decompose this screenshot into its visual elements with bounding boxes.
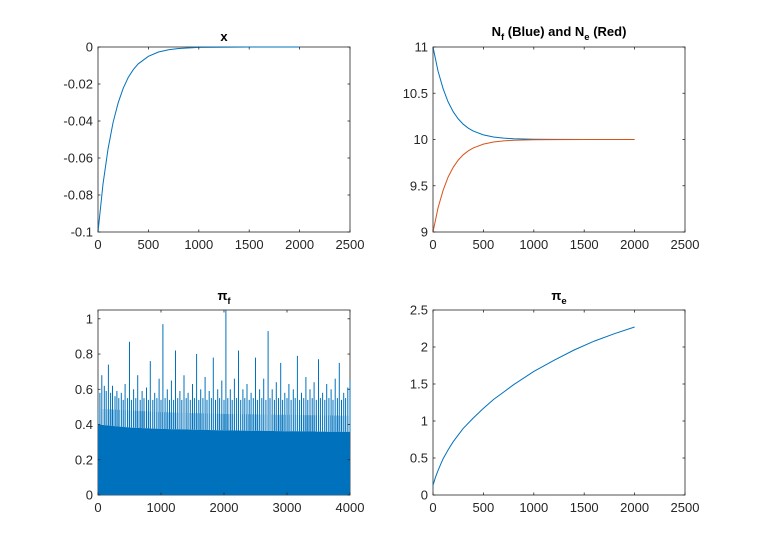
x-tick-label: 4000 <box>336 500 365 515</box>
y-tick-label: 0.8 <box>75 347 93 362</box>
x-tick-label: 500 <box>473 500 495 515</box>
y-tick-label: 0.4 <box>75 417 93 432</box>
plot-area <box>97 46 351 233</box>
x-tick-label: 0 <box>94 237 101 252</box>
x-tick-label: 1500 <box>570 500 599 515</box>
y-tick-label: 0 <box>421 488 428 503</box>
subplot-pi-f: πf 0 1000 2000 3000 4000 0 0.2 0.4 0.6 0.8 1 <box>75 288 365 515</box>
subplot-nf-ne-title: Nf (Blue) and Ne (Red) <box>492 24 627 43</box>
series-line-1 <box>432 139 635 233</box>
title-part: e <box>584 32 589 43</box>
x-tick-label: 500 <box>473 237 495 252</box>
x-tick-label: 1500 <box>570 237 599 252</box>
y-tick-label: 9 <box>421 225 428 240</box>
x-tick-label: 2000 <box>620 237 649 252</box>
y-tick-label: -0.02 <box>63 77 93 92</box>
plot-area <box>432 309 686 496</box>
title-part: (Blue) and N <box>504 24 584 39</box>
title-part: N <box>492 24 501 39</box>
x-tick-label: 1000 <box>184 237 213 252</box>
title-part: e <box>561 296 566 307</box>
series-line-0 <box>432 326 635 486</box>
y-tick-label: 10.5 <box>403 86 428 101</box>
x-tick-label: 0 <box>429 500 436 515</box>
y-tick-label: -0.04 <box>63 114 93 129</box>
y-tick-label: 0.5 <box>410 451 428 466</box>
y-tick-label: 0 <box>86 40 93 55</box>
title-part: (Red) <box>590 24 627 39</box>
x-tick-label: 0 <box>429 237 436 252</box>
y-tick-label: 1 <box>86 311 93 326</box>
x-tick-label: 2000 <box>210 500 239 515</box>
plot-data <box>432 46 635 233</box>
y-tick-label: 2.5 <box>410 303 428 318</box>
subplot-pi-e-title: πe <box>551 288 566 307</box>
y-tick-label: -0.06 <box>63 151 93 166</box>
y-tick-label: 0.2 <box>75 452 93 467</box>
x-tick-label: 2000 <box>285 237 314 252</box>
title-part: f <box>501 32 505 43</box>
x-tick-label: 2500 <box>671 237 700 252</box>
subplot-pi-e: πe 0 500 1000 1500 2000 2500 0 0.5 1 1.5 2 2.5 <box>410 288 700 515</box>
x-tick-label: 1500 <box>235 237 264 252</box>
x-tick-label: 0 <box>94 500 101 515</box>
x-tick-label: 2500 <box>671 500 700 515</box>
subplot-x-title: x <box>220 29 228 44</box>
x-tick-label: 1000 <box>519 500 548 515</box>
x-tick-label: 1000 <box>147 500 176 515</box>
y-tick-label: -0.1 <box>71 225 93 240</box>
y-tick-label: 10 <box>414 132 428 147</box>
subplot-pi-f-title: πf <box>217 288 231 307</box>
series-line-0 <box>97 46 300 233</box>
x-tick-label: 2500 <box>336 237 365 252</box>
subplot-nf-ne: Nf (Blue) and Ne (Red) 0 500 1000 1500 2000 2… <box>403 24 700 252</box>
y-tick-label: 1 <box>421 414 428 429</box>
plot-data <box>432 326 635 486</box>
subplot-x: x 0 500 1000 1500 2000 2500 -0.1 -0.08 -0.06 -0.0… <box>63 29 364 252</box>
y-tick-label: 2 <box>421 340 428 355</box>
x-tick-label: 500 <box>138 237 160 252</box>
x-tick-label: 3000 <box>273 500 302 515</box>
plot-data <box>97 310 351 495</box>
y-tick-label: 0 <box>86 488 93 503</box>
plot-data <box>97 46 300 233</box>
x-tick-label: 2000 <box>620 500 649 515</box>
title-part: f <box>227 296 231 307</box>
y-tick-label: -0.08 <box>63 188 93 203</box>
y-tick-label: 11 <box>415 40 429 55</box>
x-tick-label: 1000 <box>519 237 548 252</box>
series-band <box>98 424 350 495</box>
y-tick-label: 0.6 <box>75 382 93 397</box>
title-part: π <box>217 288 227 303</box>
title-part: π <box>551 288 561 303</box>
y-tick-label: 9.5 <box>410 178 428 193</box>
y-tick-label: 1.5 <box>410 377 428 392</box>
